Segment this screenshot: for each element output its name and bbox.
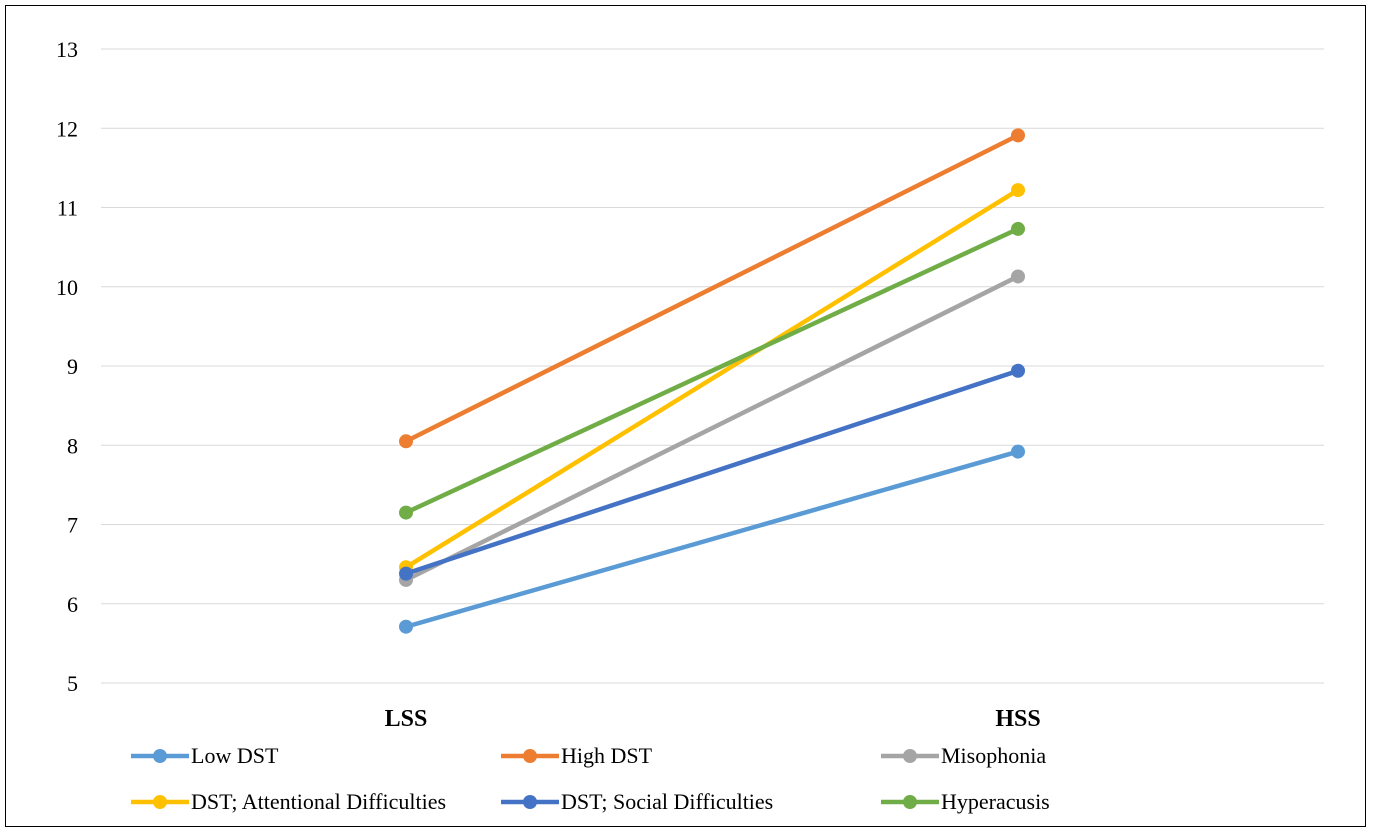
legend-item: DST; Attentional Difficulties <box>131 789 446 814</box>
legend-label: Hyperacusis <box>941 789 1050 814</box>
series-3 <box>399 183 1025 575</box>
legend-swatch-marker <box>153 749 167 763</box>
legend-swatch-marker <box>523 749 537 763</box>
legend-item: Misophonia <box>881 743 1046 768</box>
x-category-label: HSS <box>995 706 1040 732</box>
legend-swatch-marker <box>523 795 537 809</box>
line-chart: 5 6 7 8 9 10 11 12 13 LSS HSS Low DST High DST Miso… <box>56 37 1324 814</box>
legend-swatch-marker <box>153 795 167 809</box>
legend-item: Hyperacusis <box>881 789 1050 814</box>
y-tick-label: 10 <box>56 275 78 300</box>
legend-swatch-marker <box>903 795 917 809</box>
data-point <box>399 505 413 520</box>
series-line <box>403 368 1021 576</box>
series-4 <box>399 363 1025 581</box>
legend-label: DST; Social Difficulties <box>561 789 773 814</box>
y-tick-label: 13 <box>56 37 78 62</box>
chart-frame: 5 6 7 8 9 10 11 12 13 LSS HSS Low DST High DST Miso… <box>5 5 1366 827</box>
legend-label: High DST <box>561 743 653 768</box>
legend-swatch-marker <box>903 749 917 763</box>
series-0 <box>399 444 1025 634</box>
series-1 <box>399 128 1025 449</box>
data-point <box>399 566 413 581</box>
series-line <box>403 187 1021 570</box>
y-tick-label: 9 <box>67 354 78 379</box>
legend-item: DST; Social Difficulties <box>501 789 773 814</box>
legend-item: Low DST <box>131 743 279 768</box>
y-tick-label: 6 <box>67 592 78 617</box>
y-tick-label: 7 <box>67 513 78 538</box>
y-tick-label: 12 <box>56 116 78 141</box>
legend-label: Misophonia <box>941 743 1046 768</box>
data-point <box>399 434 413 449</box>
data-point <box>1011 221 1025 236</box>
legend-label: Low DST <box>191 743 279 768</box>
legend-label: DST; Attentional Difficulties <box>191 789 446 814</box>
series-5 <box>399 221 1025 520</box>
data-point <box>1011 363 1025 378</box>
data-point <box>399 619 413 634</box>
legend: Low DST High DST Misophonia DST; Attentiona… <box>131 743 1050 814</box>
data-point <box>1011 269 1025 284</box>
y-tick-label: 8 <box>67 433 78 458</box>
series-lines <box>399 128 1025 634</box>
series-line <box>403 133 1021 444</box>
legend-item: High DST <box>501 743 653 768</box>
data-point <box>1011 183 1025 198</box>
series-line <box>403 449 1021 629</box>
x-axis-category-labels: LSS HSS <box>385 706 1041 732</box>
y-tick-label: 11 <box>57 196 78 221</box>
series-line <box>403 226 1021 515</box>
x-category-label: LSS <box>385 706 428 732</box>
data-point <box>1011 444 1025 459</box>
y-tick-label: 5 <box>67 671 78 696</box>
gridlines <box>101 48 1324 684</box>
series-line <box>403 274 1021 583</box>
data-point <box>1011 128 1025 143</box>
y-axis-tick-labels: 5 6 7 8 9 10 11 12 13 <box>56 37 78 696</box>
